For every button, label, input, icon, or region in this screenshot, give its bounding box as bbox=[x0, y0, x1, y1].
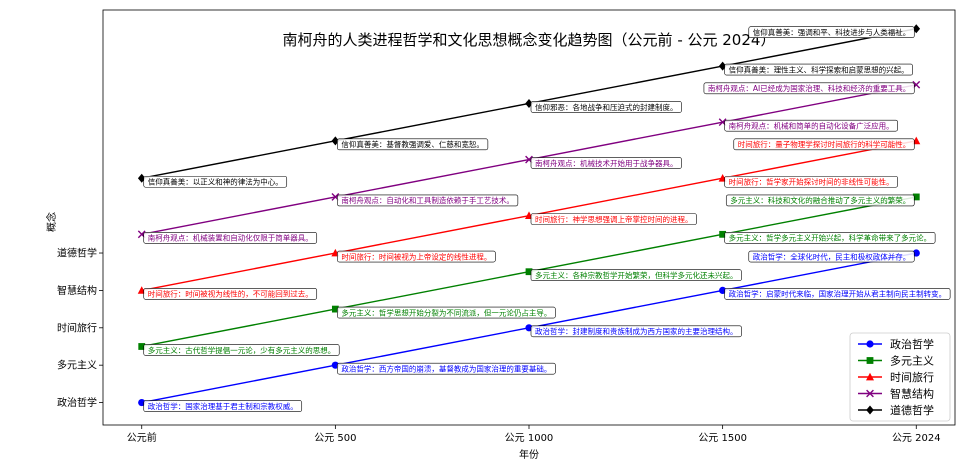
annotation-label: 政治哲学：全球化时代，民主和极权政体并存。 bbox=[753, 251, 911, 261]
data-point bbox=[718, 61, 727, 71]
annotation-box bbox=[143, 175, 288, 188]
legend-marker bbox=[866, 340, 874, 348]
annotation-label: 多元主义：古代哲学提倡一元论，少有多元主义的思想。 bbox=[148, 345, 336, 355]
annotation-box bbox=[724, 119, 898, 132]
y-tick-label: 政治哲学 bbox=[57, 396, 97, 409]
legend-label: 多元主义 bbox=[890, 354, 934, 368]
annotation-box bbox=[337, 306, 556, 319]
y-axis-label: 概念 bbox=[45, 212, 58, 232]
annotation-label: 政治哲学：西方帝国的崩溃，基督教成为国家治理的重要基础。 bbox=[341, 363, 551, 373]
annotation-label: 南柯舟观点：机械技术开始用于战争器具。 bbox=[535, 158, 678, 168]
annotation-box bbox=[725, 194, 915, 207]
annotation-box bbox=[337, 138, 489, 151]
y-ticks: 政治哲学 多元主义 时间旅行 智慧结构 道德哲学 bbox=[57, 247, 103, 409]
data-point bbox=[525, 268, 533, 276]
annotations: 政治哲学：国家治理基于君主制和宗教权威。 政治哲学：西方帝国的崩溃，基督教成为国家… bbox=[143, 26, 951, 412]
annotation-label: 信仰真善美：理性主义、科学探索和启蒙思想的兴起。 bbox=[729, 64, 909, 74]
annotation-label: 政治哲学：国家治理基于君主制和宗教权威。 bbox=[148, 401, 298, 411]
x-tick-label: 公元 1500 bbox=[698, 433, 747, 444]
legend-frame bbox=[849, 332, 951, 422]
annotation-label: 南柯舟观点：机械装置和自动化仅限于简单器具。 bbox=[148, 233, 313, 243]
x-tick-label: 公元 500 bbox=[314, 433, 356, 444]
annotation-box bbox=[143, 232, 318, 244]
annotation-box bbox=[143, 400, 303, 412]
x-ticks: 公元前 公元 500 公元 1000 公元 1500 公元 2024 bbox=[127, 425, 941, 444]
annotation-label: 南柯舟观点：AI已经成为国家治理、科技和经济的重要工具。 bbox=[708, 83, 910, 93]
annotation-box bbox=[703, 82, 915, 95]
annotation-label: 信仰邪恶：各地战争和压迫式的封建制度。 bbox=[535, 102, 678, 112]
annotation-label: 时间旅行：时间被视为上帝设定的线性进程。 bbox=[341, 251, 491, 261]
legend-marker bbox=[866, 357, 874, 364]
legend-label: 时间旅行 bbox=[890, 370, 934, 384]
annotation-box bbox=[724, 175, 898, 188]
annotation-box bbox=[733, 138, 915, 151]
annotation-box bbox=[143, 288, 318, 300]
annotation-box bbox=[724, 232, 936, 244]
annotation-label: 政治哲学：启蒙时代来临，国家治理开始从君主制向民主制转变。 bbox=[729, 289, 947, 299]
annotation-box bbox=[530, 325, 742, 338]
annotation-label: 信仰真善美：强调和平、科技进步与人类福祉。 bbox=[753, 27, 911, 37]
annotation-label: 南柯舟观点：机械和简单的自动化设备广泛应用。 bbox=[729, 120, 894, 130]
annotation-box bbox=[143, 344, 340, 356]
annotation-box bbox=[530, 213, 697, 225]
data-point bbox=[138, 343, 146, 350]
y-tick-label: 时间旅行 bbox=[57, 321, 97, 334]
annotation-label: 信仰真善美：以正义和神的律法为中心。 bbox=[148, 177, 283, 187]
annotation-label: 多元主义：哲学多元主义开始兴起，科学革命带来了多元论。 bbox=[729, 233, 932, 243]
legend-marker bbox=[866, 405, 874, 415]
annotation-label: 政治哲学：封建制度和贵族制成为西方国家的主要治理结构。 bbox=[535, 326, 738, 336]
x-tick-label: 公元前 bbox=[127, 431, 157, 444]
data-point bbox=[525, 98, 533, 108]
data-point bbox=[719, 230, 727, 238]
annotation-label: 多元主义：哲学思想开始分裂为不同流派，但一元论仍占主导。 bbox=[341, 307, 551, 317]
annotation-box bbox=[724, 288, 951, 300]
legend-label: 政治哲学 bbox=[890, 337, 934, 351]
series-lines bbox=[137, 24, 921, 407]
annotation-label: 时间旅行：时间被视为线性的，不可能回到过去。 bbox=[148, 289, 313, 299]
chart-title: 南柯舟的人类进程哲学和文化思想概念变化趋势图（公元前 - 公元 2024） bbox=[283, 31, 776, 49]
annotation-label: 时间旅行：量子物理学探讨时间旅行的科学可能性。 bbox=[738, 139, 911, 149]
data-point bbox=[912, 193, 920, 201]
annotation-box bbox=[724, 63, 913, 76]
y-tick-label: 多元主义 bbox=[57, 359, 97, 372]
annotation-box bbox=[530, 269, 742, 282]
legend-marker bbox=[866, 389, 874, 398]
annotation-label: 多元主义：各种宗教哲学开始繁荣，但科学多元化还未兴起。 bbox=[535, 270, 738, 280]
data-point bbox=[331, 305, 339, 313]
annotation-box bbox=[530, 157, 682, 169]
legend-label: 智慧结构 bbox=[890, 387, 934, 401]
x-axis-label: 年份 bbox=[519, 448, 539, 460]
annotation-box bbox=[530, 101, 682, 113]
annotation-label: 多元主义：科技和文化的融合推动了多元主义的繁荣。 bbox=[730, 195, 910, 205]
annotation-box bbox=[337, 194, 519, 207]
legend-label: 道德哲学 bbox=[890, 403, 934, 417]
annotation-box bbox=[337, 362, 556, 375]
annotation-label: 南柯舟观点：自动化和工具制造依赖于手工艺技术。 bbox=[341, 195, 514, 205]
annotation-label: 信仰真善美：基督教强调爱、仁慈和宽恕。 bbox=[341, 139, 484, 149]
annotation-label: 时间旅行：哲学家开始探讨时间的非线性可能性。 bbox=[729, 177, 894, 187]
annotation-box bbox=[337, 250, 496, 263]
annotation-label: 时间旅行：神学思想强调上帝掌控时间的进程。 bbox=[535, 214, 693, 224]
annotation-box bbox=[748, 250, 915, 263]
x-tick-label: 公元 2024 bbox=[892, 433, 941, 444]
x-tick-label: 公元 1000 bbox=[505, 433, 554, 444]
y-tick-label: 道德哲学 bbox=[57, 247, 97, 260]
annotation-box bbox=[748, 26, 915, 38]
y-tick-label: 智慧结构 bbox=[57, 284, 97, 297]
legend-marker bbox=[866, 372, 874, 381]
